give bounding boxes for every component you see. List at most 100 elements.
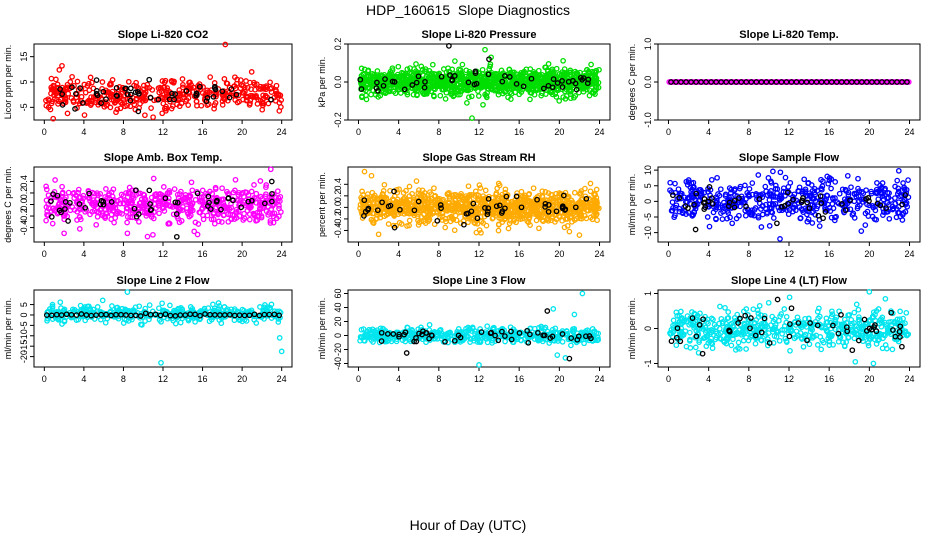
figure-title: HDP_160615 Slope Diagnostics [366, 2, 570, 18]
data-point [53, 76, 59, 83]
data-point [506, 66, 513, 73]
data-point [418, 213, 425, 220]
data-point [746, 186, 753, 192]
data-point [123, 205, 130, 212]
data-point [567, 95, 574, 102]
data-point [368, 216, 375, 223]
data-point [244, 97, 250, 103]
data-point [244, 93, 251, 100]
data-point [93, 221, 100, 228]
data-point [880, 205, 886, 212]
data-point [97, 190, 104, 197]
data-point [431, 221, 438, 228]
data-point [268, 96, 274, 103]
x-tick-label: 0 [356, 249, 361, 259]
data-point [64, 110, 71, 117]
data-point [450, 93, 457, 100]
data-point [119, 211, 125, 217]
data-point [571, 189, 578, 196]
data-point [169, 204, 176, 210]
data-point [825, 201, 831, 208]
data-point [855, 185, 861, 192]
data-point [727, 214, 733, 221]
data-point [124, 219, 130, 226]
y-axis-label: ml/min per min. [627, 174, 637, 236]
y-tick-label: 0.2 [19, 187, 29, 200]
data-point [424, 214, 431, 221]
data-point [165, 190, 171, 196]
data-point [222, 203, 228, 210]
data-point [818, 200, 825, 206]
data-point [482, 187, 489, 194]
data-point [520, 83, 527, 90]
y-axis-label: degrees C per min. [3, 166, 13, 243]
series-all [44, 289, 285, 366]
data-point [276, 312, 283, 319]
data-point [503, 193, 510, 200]
data-point [147, 94, 154, 101]
data-point [246, 216, 253, 223]
data-point [416, 207, 423, 214]
x-tick-label: 0 [42, 374, 47, 384]
data-point [413, 61, 419, 67]
data-point [440, 196, 446, 203]
data-point [591, 69, 598, 75]
data-point [865, 194, 872, 201]
data-point [61, 230, 67, 237]
x-tick-label: 16 [824, 127, 834, 137]
panel-3: Slope Li-820 Temp.degrees C per min. -1.0… [627, 29, 921, 137]
data-point [230, 197, 236, 204]
data-point [228, 86, 235, 92]
data-point [174, 191, 181, 198]
data-point [676, 194, 683, 201]
data-point [468, 208, 475, 215]
data-point [245, 204, 252, 210]
data-point [253, 190, 260, 197]
data-point [895, 188, 902, 195]
data-point [45, 192, 52, 199]
data-point [147, 201, 153, 207]
data-point [267, 217, 274, 224]
data-point [252, 86, 258, 93]
data-point [391, 224, 398, 231]
data-point [477, 185, 484, 191]
data-point [155, 96, 162, 103]
data-point [67, 79, 74, 85]
data-point [267, 220, 274, 226]
data-point [406, 193, 413, 199]
data-point [250, 94, 257, 100]
x-tick-label: 24 [905, 127, 915, 137]
data-point [179, 76, 186, 82]
data-point [588, 61, 594, 68]
data-point [583, 195, 590, 202]
data-point [509, 86, 515, 92]
data-point [57, 299, 64, 306]
data-point [437, 92, 444, 99]
data-point [471, 81, 478, 88]
data-point [235, 196, 242, 203]
data-point [51, 88, 58, 95]
data-point [243, 318, 250, 324]
data-point [426, 67, 433, 74]
data-point [806, 205, 813, 212]
data-point [499, 198, 506, 205]
data-point [483, 92, 490, 99]
data-point [50, 115, 57, 122]
x-tick-label: 24 [595, 374, 605, 384]
data-point [863, 187, 869, 194]
data-point [48, 198, 54, 204]
data-point [487, 78, 494, 85]
y-tick-label: 5 [19, 302, 29, 307]
data-point [591, 190, 598, 197]
data-point [248, 188, 255, 195]
data-point [76, 194, 82, 201]
data-point [77, 214, 83, 220]
data-point [749, 180, 756, 186]
data-point [884, 189, 891, 196]
data-point [438, 205, 444, 211]
data-point [809, 220, 816, 226]
data-point [526, 214, 533, 221]
data-point [227, 309, 234, 315]
data-point [263, 184, 269, 191]
data-point [373, 85, 380, 91]
